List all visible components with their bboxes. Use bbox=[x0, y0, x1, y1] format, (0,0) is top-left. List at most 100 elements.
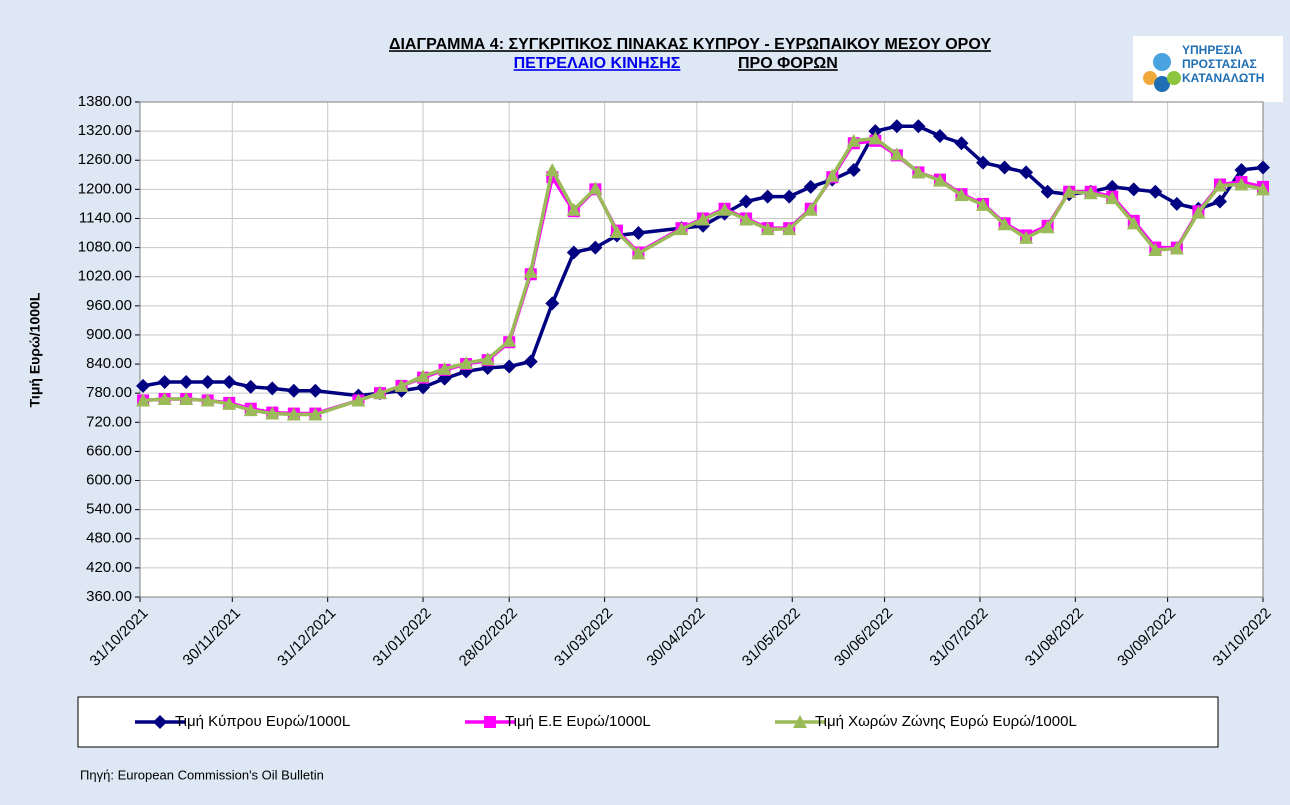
point bbox=[136, 378, 151, 393]
logo-text: ΚΑΤΑΝΑΛΩΤΗ bbox=[1182, 71, 1264, 85]
point bbox=[200, 375, 215, 390]
point bbox=[437, 361, 452, 375]
point bbox=[588, 240, 603, 255]
point bbox=[739, 212, 754, 226]
y-tick-label: 1080.00 bbox=[78, 239, 132, 256]
point bbox=[889, 147, 904, 161]
point bbox=[1256, 160, 1270, 175]
logo-icon bbox=[1167, 71, 1181, 85]
point bbox=[825, 168, 840, 182]
y-tick-label: 480.00 bbox=[86, 530, 132, 547]
point bbox=[179, 375, 194, 390]
point bbox=[243, 403, 258, 417]
logo-text: ΥΠΗΡΕΣΙΑ bbox=[1182, 43, 1243, 57]
logo-icon bbox=[1153, 53, 1171, 71]
point bbox=[1019, 230, 1034, 244]
point bbox=[566, 245, 581, 260]
point bbox=[782, 222, 797, 236]
point bbox=[351, 393, 366, 407]
point bbox=[803, 202, 818, 216]
y-tick-label: 960.00 bbox=[86, 297, 132, 314]
point bbox=[286, 407, 301, 421]
chart-subtitle: ΠΡΟ ΦΟΡΩΝ bbox=[738, 55, 838, 72]
point bbox=[954, 136, 969, 151]
point bbox=[1019, 165, 1034, 180]
point bbox=[372, 386, 387, 400]
point bbox=[954, 188, 969, 202]
point bbox=[889, 119, 904, 134]
point bbox=[997, 217, 1012, 231]
point bbox=[868, 131, 883, 145]
point bbox=[545, 296, 560, 311]
point bbox=[459, 356, 474, 370]
legend bbox=[77, 696, 1219, 748]
y-axis-label: Τιμή Ευρώ/1000L bbox=[27, 292, 43, 407]
y-tick-label: 1260.00 bbox=[78, 151, 132, 168]
point bbox=[222, 375, 237, 390]
point bbox=[1191, 205, 1206, 219]
plot-border bbox=[139, 101, 1264, 598]
point bbox=[222, 396, 237, 410]
point bbox=[157, 392, 172, 405]
y-tick-label: 900.00 bbox=[86, 326, 132, 343]
y-tick-label: 780.00 bbox=[86, 384, 132, 401]
point bbox=[932, 173, 947, 187]
y-tick-label: 840.00 bbox=[86, 355, 132, 372]
point bbox=[179, 392, 194, 405]
point bbox=[793, 715, 807, 728]
point bbox=[1256, 182, 1270, 196]
point bbox=[911, 119, 926, 134]
point bbox=[760, 189, 775, 204]
point bbox=[308, 407, 323, 421]
point bbox=[416, 380, 431, 395]
point bbox=[696, 212, 711, 226]
point bbox=[997, 160, 1012, 175]
source-note: Πηγή: European Commission's Oil Bulletin bbox=[80, 767, 324, 782]
legend-label: Τιμή Ε.Ε Ευρώ/1000L bbox=[505, 713, 651, 730]
point bbox=[502, 359, 517, 374]
point bbox=[846, 133, 861, 147]
y-tick-label: 1020.00 bbox=[78, 268, 132, 285]
y-tick-label: 660.00 bbox=[86, 442, 132, 459]
point bbox=[1105, 179, 1120, 194]
point bbox=[265, 406, 280, 420]
point bbox=[200, 393, 215, 407]
point bbox=[523, 264, 538, 278]
logo-text: ΠΡΟΣΤΑΣΙΑΣ bbox=[1182, 57, 1257, 71]
point bbox=[1062, 184, 1077, 198]
point bbox=[243, 379, 258, 394]
point bbox=[1126, 216, 1141, 230]
point bbox=[484, 716, 496, 728]
legend-label: Τιμή Χωρών Ζώνης Ευρώ Ευρώ/1000L bbox=[815, 713, 1077, 730]
point bbox=[545, 162, 560, 176]
point bbox=[631, 246, 646, 260]
logo-icon bbox=[1154, 76, 1170, 92]
point bbox=[911, 165, 926, 179]
point bbox=[523, 354, 538, 369]
point bbox=[157, 375, 172, 390]
point bbox=[1169, 196, 1184, 211]
y-tick-label: 1320.00 bbox=[78, 122, 132, 139]
point bbox=[803, 179, 818, 194]
point bbox=[308, 383, 323, 398]
point bbox=[1040, 220, 1055, 234]
point bbox=[1212, 194, 1227, 209]
point bbox=[136, 393, 151, 407]
point bbox=[394, 378, 409, 392]
y-tick-label: 720.00 bbox=[86, 413, 132, 430]
point bbox=[717, 202, 732, 216]
y-tick-label: 600.00 bbox=[86, 471, 132, 488]
point bbox=[1040, 184, 1055, 199]
point bbox=[674, 222, 689, 236]
point bbox=[782, 189, 797, 204]
point bbox=[932, 128, 947, 143]
y-tick-label: 360.00 bbox=[86, 588, 132, 605]
y-tick-label: 1200.00 bbox=[78, 180, 132, 197]
point bbox=[1212, 178, 1227, 192]
point bbox=[976, 197, 991, 211]
point bbox=[1148, 243, 1163, 257]
point bbox=[631, 226, 646, 241]
point bbox=[1105, 191, 1120, 205]
point bbox=[416, 369, 431, 383]
